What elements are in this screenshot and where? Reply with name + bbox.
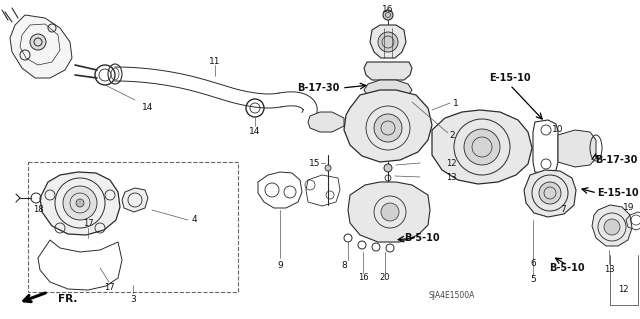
Circle shape <box>63 186 97 220</box>
Text: 10: 10 <box>552 125 564 135</box>
Text: FR.: FR. <box>58 294 77 304</box>
Text: 18: 18 <box>33 205 44 214</box>
Circle shape <box>384 164 392 172</box>
Polygon shape <box>592 205 632 246</box>
Circle shape <box>76 199 84 207</box>
Circle shape <box>604 219 620 235</box>
Polygon shape <box>10 15 72 78</box>
Text: 6: 6 <box>530 258 536 268</box>
Text: SJA4E1500A: SJA4E1500A <box>429 292 475 300</box>
Polygon shape <box>558 130 596 167</box>
Text: 13: 13 <box>445 173 456 182</box>
Text: 12: 12 <box>445 159 456 167</box>
Polygon shape <box>364 62 412 80</box>
Text: 14: 14 <box>142 102 154 112</box>
Text: 3: 3 <box>130 295 136 305</box>
Text: E-15-10: E-15-10 <box>597 188 639 198</box>
Polygon shape <box>344 90 432 162</box>
Text: B-17-30: B-17-30 <box>595 155 637 165</box>
Text: 13: 13 <box>604 265 614 275</box>
Text: 2: 2 <box>449 130 455 139</box>
Polygon shape <box>122 188 148 212</box>
Polygon shape <box>432 110 532 184</box>
Text: B-5-10: B-5-10 <box>404 233 440 243</box>
Text: 16: 16 <box>358 273 368 283</box>
Bar <box>28 162 238 292</box>
Polygon shape <box>40 172 120 235</box>
Text: 9: 9 <box>277 261 283 270</box>
Text: 17: 17 <box>104 284 115 293</box>
Text: 15: 15 <box>309 159 321 167</box>
Text: 16: 16 <box>382 5 394 14</box>
Polygon shape <box>348 182 430 242</box>
Text: 17: 17 <box>83 219 93 227</box>
Circle shape <box>30 34 46 50</box>
Circle shape <box>378 32 398 52</box>
Circle shape <box>325 165 331 171</box>
Text: 4: 4 <box>191 216 197 225</box>
Circle shape <box>381 203 399 221</box>
Text: 14: 14 <box>250 128 260 137</box>
Text: 8: 8 <box>341 261 347 270</box>
Text: 20: 20 <box>380 273 390 283</box>
Polygon shape <box>364 80 412 98</box>
Circle shape <box>383 10 393 20</box>
Circle shape <box>464 129 500 165</box>
Text: 5: 5 <box>530 276 536 285</box>
Text: 7: 7 <box>560 205 566 214</box>
Circle shape <box>374 114 402 142</box>
Polygon shape <box>524 170 576 217</box>
Text: 12: 12 <box>618 286 628 294</box>
Text: 19: 19 <box>623 203 635 211</box>
Text: 11: 11 <box>209 56 221 65</box>
Text: B-17-30: B-17-30 <box>298 83 340 93</box>
Circle shape <box>539 182 561 204</box>
Polygon shape <box>308 112 344 132</box>
Polygon shape <box>370 25 406 58</box>
Text: 1: 1 <box>453 99 459 108</box>
Text: B-5-10: B-5-10 <box>549 263 585 273</box>
Text: E-15-10: E-15-10 <box>489 73 531 83</box>
